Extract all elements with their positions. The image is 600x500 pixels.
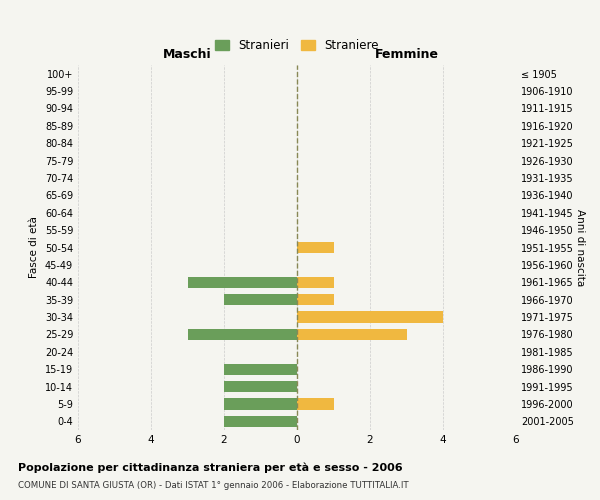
Bar	[297, 276, 334, 288]
Bar	[224, 381, 297, 392]
Y-axis label: Anni di nascita: Anni di nascita	[575, 209, 585, 286]
Bar	[224, 416, 297, 427]
Bar	[297, 398, 334, 409]
Bar	[224, 364, 297, 375]
Bar	[224, 294, 297, 306]
Text: Femmine: Femmine	[374, 48, 439, 62]
Bar	[297, 329, 407, 340]
Text: COMUNE DI SANTA GIUSTA (OR) - Dati ISTAT 1° gennaio 2006 - Elaborazione TUTTITAL: COMUNE DI SANTA GIUSTA (OR) - Dati ISTAT…	[18, 481, 409, 490]
Text: Popolazione per cittadinanza straniera per età e sesso - 2006: Popolazione per cittadinanza straniera p…	[18, 462, 403, 473]
Bar	[297, 294, 334, 306]
Bar	[224, 398, 297, 409]
Bar	[187, 276, 297, 288]
Bar	[297, 312, 443, 322]
Text: Maschi: Maschi	[163, 48, 212, 62]
Bar	[187, 329, 297, 340]
Legend: Stranieri, Straniere: Stranieri, Straniere	[210, 34, 384, 57]
Bar	[297, 242, 334, 253]
Y-axis label: Fasce di età: Fasce di età	[29, 216, 39, 278]
